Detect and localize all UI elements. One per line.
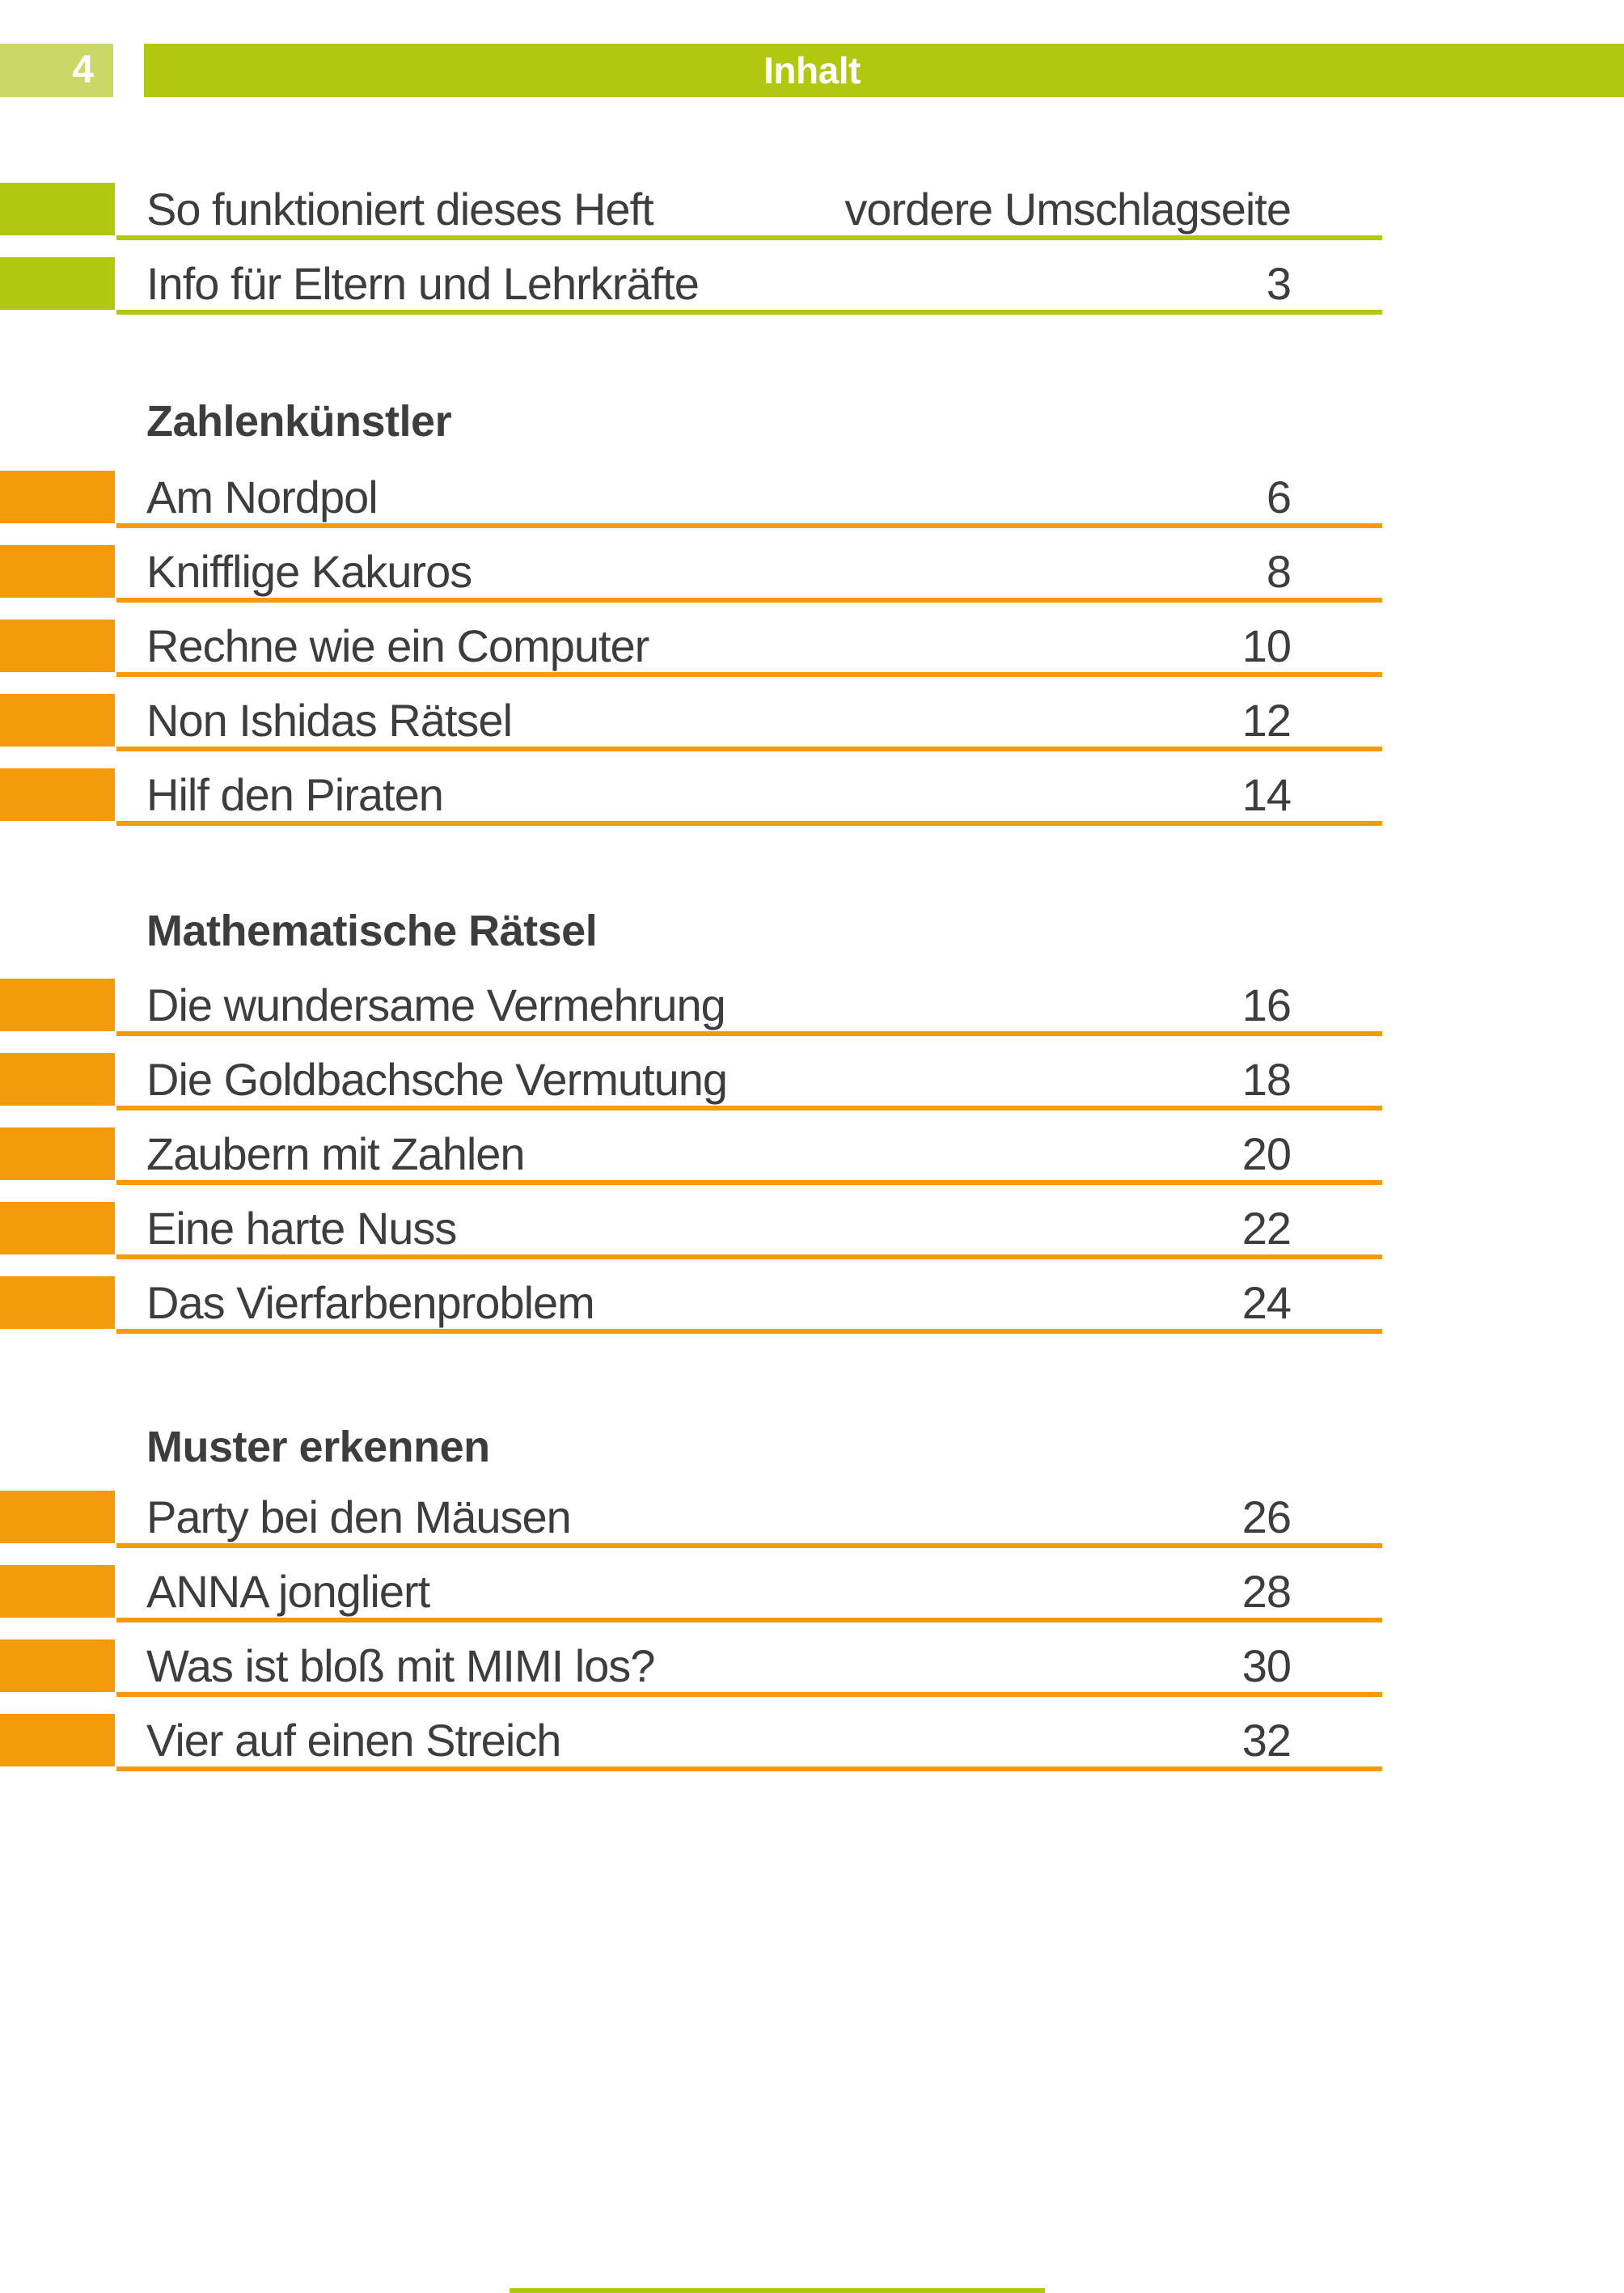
row-underline <box>116 598 1382 603</box>
toc-entry-page: 24 <box>1241 1277 1292 1328</box>
row-color-tab <box>0 257 115 310</box>
toc-entry-title: Rechne wie ein Computer <box>146 620 649 671</box>
row-color-tab <box>0 1127 115 1180</box>
toc-entry-title: Am Nordpol <box>146 472 379 522</box>
toc-row: Info für Eltern und Lehrkräfte 3 <box>0 257 1624 315</box>
toc-entry-page: 8 <box>1266 546 1292 597</box>
toc-entry-page: 30 <box>1241 1640 1292 1691</box>
toc-row: Die Goldbachsche Vermutung 18 <box>0 1053 1624 1111</box>
toc-entry-page: 20 <box>1241 1128 1292 1179</box>
toc-entry-page: 22 <box>1241 1203 1292 1254</box>
toc-entry-title: Das Vierfarbenproblem <box>146 1277 595 1328</box>
toc-entry-page: 32 <box>1241 1715 1292 1766</box>
toc-row: Party bei den Mäusen 26 <box>0 1491 1624 1548</box>
toc-entry-title: Die wundersame Vermehrung <box>146 979 726 1030</box>
section-heading: Zahlenkünstler <box>146 397 452 446</box>
page-title: Inhalt <box>763 49 861 91</box>
row-underline <box>116 1766 1382 1771</box>
row-underline <box>116 747 1382 751</box>
toc-row: Eine harte Nuss 22 <box>0 1202 1624 1259</box>
toc-row: Rechne wie ein Computer 10 <box>0 620 1624 677</box>
row-underline <box>116 1618 1382 1622</box>
toc-entry-title: Zaubern mit Zahlen <box>146 1128 526 1179</box>
row-underline <box>116 1329 1382 1334</box>
toc-entry-title: Knifflige Kakuros <box>146 546 472 597</box>
toc-entry-page: 3 <box>1266 258 1292 309</box>
row-underline <box>116 1254 1382 1259</box>
header-bar <box>144 44 1624 97</box>
row-color-tab <box>0 694 115 747</box>
row-color-tab <box>0 1714 115 1766</box>
toc-entry-title: So funktioniert dieses Heft <box>146 184 654 235</box>
toc-row: ANNA jongliert 28 <box>0 1565 1624 1622</box>
footer-mark <box>510 2288 1045 2293</box>
page-number-badge: 4 <box>0 44 113 97</box>
toc-entry-title: Non Ishidas Rätsel <box>146 695 513 746</box>
section-heading: Mathematische Rätsel <box>146 907 598 955</box>
row-color-tab <box>0 1276 115 1329</box>
toc-row: Zaubern mit Zahlen 20 <box>0 1127 1624 1185</box>
row-underline <box>116 1031 1382 1036</box>
row-color-tab <box>0 1491 115 1543</box>
toc-row: Non Ishidas Rätsel 12 <box>0 694 1624 751</box>
toc-entry-page: 28 <box>1241 1566 1292 1617</box>
toc-entry-page: 10 <box>1241 620 1292 671</box>
row-underline <box>116 1543 1382 1548</box>
page-number: 4 <box>72 49 94 91</box>
row-underline <box>116 523 1382 528</box>
toc-row: Knifflige Kakuros 8 <box>0 545 1624 603</box>
toc-entry-page: 16 <box>1241 979 1292 1030</box>
row-color-tab <box>0 1053 115 1106</box>
toc-entry-page: 18 <box>1241 1054 1292 1105</box>
toc-row: Das Vierfarbenproblem 24 <box>0 1276 1624 1334</box>
section-heading: Muster erkennen <box>146 1423 490 1471</box>
row-color-tab <box>0 1202 115 1254</box>
row-underline <box>116 235 1382 240</box>
row-color-tab <box>0 471 115 523</box>
toc-entry-page: 12 <box>1241 695 1292 746</box>
toc-row: So funktioniert dieses Heft vordere Umsc… <box>0 183 1624 240</box>
row-color-tab <box>0 183 115 235</box>
row-underline <box>116 310 1382 315</box>
toc-entry-page: 26 <box>1241 1491 1292 1542</box>
toc-row: Hilf den Piraten 14 <box>0 768 1624 826</box>
toc-entry-title: Party bei den Mäusen <box>146 1491 572 1542</box>
row-underline <box>116 1692 1382 1697</box>
row-underline <box>116 672 1382 677</box>
toc-row: Die wundersame Vermehrung 16 <box>0 979 1624 1036</box>
toc-row: Was ist bloß mit MIMI los? 30 <box>0 1639 1624 1697</box>
toc-entry-page: vordere Umschlagseite <box>844 184 1292 235</box>
row-color-tab <box>0 1639 115 1692</box>
toc-entry-title: Info für Eltern und Lehrkräfte <box>146 258 700 309</box>
toc-entry-title: Vier auf einen Streich <box>146 1715 561 1766</box>
toc-entry-title: Eine harte Nuss <box>146 1203 457 1254</box>
toc-entry-page: 6 <box>1266 472 1292 522</box>
row-color-tab <box>0 768 115 821</box>
toc-entry-title: Hilf den Piraten <box>146 769 444 820</box>
row-underline <box>116 821 1382 826</box>
row-underline <box>116 1180 1382 1185</box>
row-color-tab <box>0 979 115 1031</box>
row-color-tab <box>0 545 115 598</box>
toc-entry-title: Was ist bloß mit MIMI los? <box>146 1640 655 1691</box>
toc-entry-page: 14 <box>1241 769 1292 820</box>
toc-row: Vier auf einen Streich 32 <box>0 1714 1624 1771</box>
row-underline <box>116 1106 1382 1111</box>
row-color-tab <box>0 620 115 672</box>
row-color-tab <box>0 1565 115 1618</box>
toc-entry-title: Die Goldbachsche Vermutung <box>146 1054 728 1105</box>
toc-row: Am Nordpol 6 <box>0 471 1624 528</box>
toc-entry-title: ANNA jongliert <box>146 1566 430 1617</box>
